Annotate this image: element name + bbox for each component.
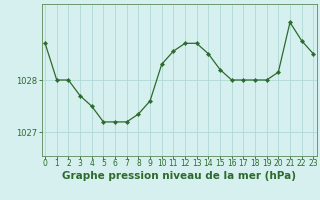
X-axis label: Graphe pression niveau de la mer (hPa): Graphe pression niveau de la mer (hPa): [62, 171, 296, 181]
